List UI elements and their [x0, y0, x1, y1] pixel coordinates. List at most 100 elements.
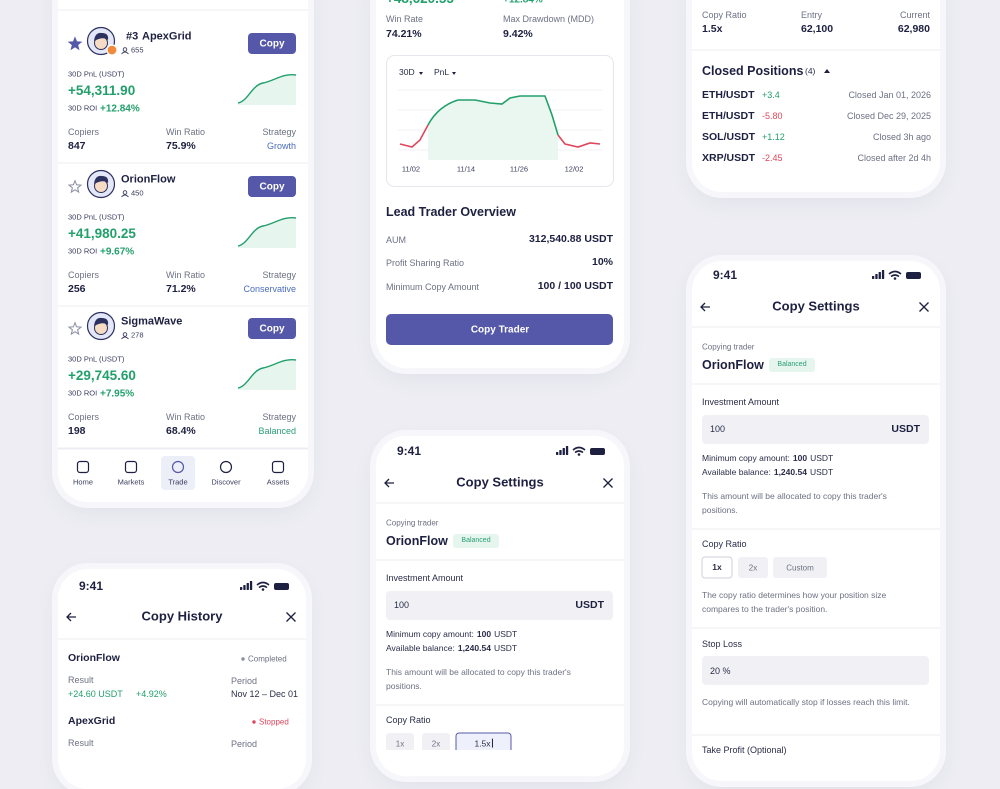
amount-input[interactable] — [386, 591, 613, 620]
roi-label: 30D ROI — [68, 388, 98, 398]
followers-count: 450 — [131, 188, 144, 198]
result-label: Result — [68, 674, 94, 685]
nav-icon[interactable] — [219, 460, 233, 474]
x-axis-label: 11/26 — [509, 164, 529, 174]
close-button[interactable] — [919, 302, 929, 312]
back-button[interactable] — [384, 478, 394, 488]
ratio-option[interactable] — [738, 557, 768, 578]
chart-line-gain — [427, 95, 559, 136]
copy-trader-label: Copy Trader — [470, 324, 530, 336]
amount-input[interactable] — [702, 415, 929, 444]
ratio-option-label: 1x — [395, 739, 405, 749]
back-button[interactable] — [66, 612, 76, 622]
ratio-option[interactable] — [422, 733, 450, 750]
copiers-value: 256 — [68, 282, 86, 295]
favorite-star[interactable] — [67, 179, 83, 194]
metric-select: PnL — [434, 67, 450, 78]
win-ratio-label: Win Ratio — [166, 269, 206, 280]
nav-label: Discover — [211, 477, 241, 487]
copying-label: Copying trader — [702, 342, 755, 352]
pnl-label: 30D PnL (USDT) — [68, 69, 125, 79]
stop-loss-input[interactable] — [702, 656, 929, 685]
ratio-option[interactable] — [386, 733, 414, 750]
copiers-label: Copiers — [68, 269, 100, 280]
pair: ETH/USDT — [702, 109, 755, 122]
signal-icon — [243, 585, 246, 590]
copy-button[interactable] — [248, 176, 296, 197]
ratio-option-label: 2x — [748, 563, 758, 573]
chart-area — [428, 96, 558, 160]
followers-icon — [121, 51, 129, 55]
copy-settings-screen — [692, 261, 940, 781]
strategy-badge-label: Balanced — [777, 360, 807, 368]
favorite-star[interactable] — [67, 321, 83, 336]
trader-name: SigmaWave — [121, 315, 183, 328]
screen-title: Copy Settings — [772, 298, 860, 314]
shapes — [58, 9, 940, 750]
nav-icon[interactable] — [271, 460, 285, 474]
dropdown-caret[interactable] — [419, 72, 423, 75]
collapse-caret[interactable] — [824, 69, 830, 73]
close-note: Closed Dec 29, 2025 — [846, 110, 931, 121]
signal-icon — [246, 583, 249, 590]
roi-value: +12.84% — [100, 103, 140, 115]
avatar-badge — [106, 44, 118, 56]
roi-value: +12.84% — [503, 0, 543, 6]
avatar-hair — [94, 32, 109, 41]
field-label: Take Profit (Optional) — [702, 744, 787, 755]
stop-loss-value: 20 % — [710, 665, 731, 676]
trader-rank: #3 — [126, 30, 139, 43]
signal-icon — [556, 452, 559, 455]
signal-icon — [875, 274, 878, 279]
allocation-note: This amount will be allocated to copy th… — [386, 667, 571, 691]
roi-value: +7.95% — [100, 388, 135, 400]
pnl-label: 30D PnL (USDT) — [68, 212, 125, 222]
period-select: 30D — [399, 67, 415, 78]
wifi-icon — [888, 270, 902, 278]
screen-title: Copy History — [141, 608, 223, 624]
sparkline-area — [238, 217, 296, 248]
signal-icon — [559, 450, 562, 455]
pnl-change: -2.45 — [762, 152, 783, 163]
copying-label: Copying trader — [386, 518, 439, 528]
history-trader: OrionFlow — [68, 651, 120, 664]
copy-trader-button[interactable] — [386, 314, 613, 345]
strategy-value: Conservative — [243, 283, 296, 294]
mdd-value: 9.42% — [503, 27, 533, 40]
close-button[interactable] — [286, 612, 296, 622]
ratio-option[interactable] — [773, 557, 827, 578]
pnl-label: 30D PnL (USDT) — [68, 354, 125, 364]
copy-button[interactable] — [248, 33, 296, 54]
win-ratio-label: Win Ratio — [166, 411, 206, 422]
roi-value: +9.67% — [100, 246, 135, 258]
strategy-value: Balanced — [258, 425, 296, 436]
win-rate-value: 74.21% — [386, 27, 422, 40]
ratio-option[interactable] — [701, 556, 733, 579]
ratio-label: Copy Ratio — [702, 9, 747, 20]
balance-part: 1,240.54 — [457, 643, 491, 654]
pnl-value: +54,311.90 — [68, 83, 136, 99]
close-button[interactable] — [603, 478, 613, 488]
nav-icon[interactable] — [124, 460, 138, 474]
back-button[interactable] — [700, 302, 710, 312]
min-amount-part: Minimum copy amount: — [702, 453, 790, 464]
amount-value: 100 — [710, 423, 726, 434]
favorite-star[interactable] — [67, 36, 83, 51]
copy-button[interactable] — [248, 318, 296, 339]
status-time: 9:41 — [713, 268, 738, 283]
followers-icon — [122, 47, 128, 52]
trader-name: ApexGrid — [142, 30, 192, 43]
wifi-icon — [577, 453, 581, 456]
dropdown-caret[interactable] — [452, 72, 456, 75]
signal-icon — [565, 446, 569, 455]
signal-icon — [562, 448, 565, 455]
entry-value: 62,100 — [801, 22, 834, 35]
amount-value: 100 — [394, 599, 410, 610]
nav-icon[interactable] — [171, 460, 185, 474]
status-dot — [241, 657, 245, 661]
wifi-icon — [256, 581, 270, 589]
nav-icon[interactable] — [76, 460, 90, 474]
signal-icon — [240, 587, 243, 590]
ratio-option-label: 1.5x — [474, 738, 491, 749]
balance: Available balance: 1,240.54 USDT — [702, 467, 836, 478]
